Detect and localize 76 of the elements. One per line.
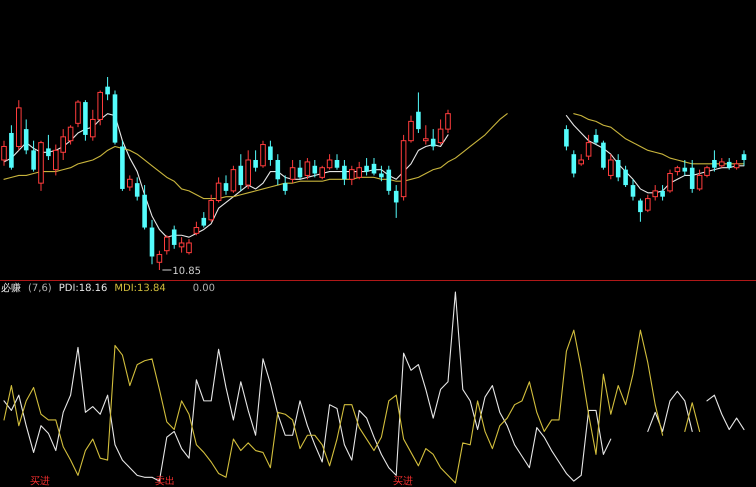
candlestick <box>430 128 436 151</box>
candlestick <box>127 174 133 192</box>
candlestick <box>712 150 717 172</box>
candlestick <box>202 212 206 228</box>
candlestick <box>282 174 288 196</box>
text: PDI:18.16 <box>58 283 108 294</box>
candlestick <box>564 124 569 151</box>
candlestick <box>334 154 340 170</box>
candlestick <box>379 165 384 182</box>
candlestick <box>90 109 96 142</box>
candlestick <box>230 165 236 194</box>
candlestick <box>31 140 36 172</box>
candlestick <box>268 140 273 166</box>
candlestick <box>742 150 746 166</box>
candlestick <box>364 158 369 176</box>
candlestick <box>260 140 266 168</box>
candlestick <box>224 174 228 196</box>
candlestick <box>416 92 421 134</box>
candlestick <box>372 158 376 176</box>
candlestick <box>690 159 694 194</box>
candlestick <box>105 76 110 101</box>
candlestick <box>349 165 355 186</box>
chart-subtitle: (7,6) <box>28 283 52 294</box>
candlestick <box>586 134 592 160</box>
candlestick <box>194 221 200 236</box>
candlestick <box>578 154 584 166</box>
candlestick <box>290 159 296 184</box>
candlestick <box>594 128 598 146</box>
candlestick <box>386 165 392 196</box>
candlestick <box>312 159 318 178</box>
candlestick <box>156 250 162 270</box>
annotation: 0.00 <box>192 283 215 294</box>
candlestick <box>719 158 725 168</box>
candlestick <box>726 158 732 170</box>
candlestick <box>134 176 140 202</box>
candlestick <box>276 154 280 186</box>
candlestick <box>60 128 66 160</box>
candlestick <box>652 184 658 202</box>
candlestick <box>238 154 244 192</box>
candlestick <box>572 150 576 178</box>
candlestick <box>682 159 688 176</box>
candlestick <box>164 234 170 256</box>
candlestick <box>298 159 302 180</box>
candlestick <box>630 178 636 202</box>
candlestick <box>326 154 332 170</box>
annotation: 10.85 <box>172 266 202 277</box>
candlestick <box>53 144 59 176</box>
candlestick <box>172 225 176 250</box>
candlestick <box>304 158 310 180</box>
annotation: 卖出 <box>155 475 175 487</box>
candlestick <box>216 176 222 203</box>
text: MDI:13.84 <box>114 283 166 294</box>
candlestick <box>667 169 673 194</box>
annotation: 买进 <box>30 475 50 487</box>
candlestick <box>674 165 680 176</box>
candlestick <box>68 124 74 146</box>
candlestick <box>253 150 258 172</box>
candlestick <box>342 159 347 186</box>
candlestick <box>608 154 614 180</box>
candlestick <box>645 194 651 213</box>
candlestick <box>638 198 643 222</box>
candlestick <box>208 194 214 222</box>
candlestick <box>75 100 81 128</box>
candlestick <box>356 161 362 180</box>
candlestick <box>623 165 628 188</box>
candlestick <box>46 134 51 160</box>
candlestick <box>423 124 429 146</box>
candlestick <box>660 184 665 202</box>
chart-title: 必赚 <box>1 282 21 294</box>
candlestick <box>616 154 620 182</box>
candlestick <box>1 140 7 166</box>
annotation: 买进 <box>393 475 413 487</box>
candlestick <box>24 118 28 155</box>
candlestick <box>394 184 398 218</box>
candlestick <box>319 165 325 180</box>
candlestick <box>734 159 740 170</box>
